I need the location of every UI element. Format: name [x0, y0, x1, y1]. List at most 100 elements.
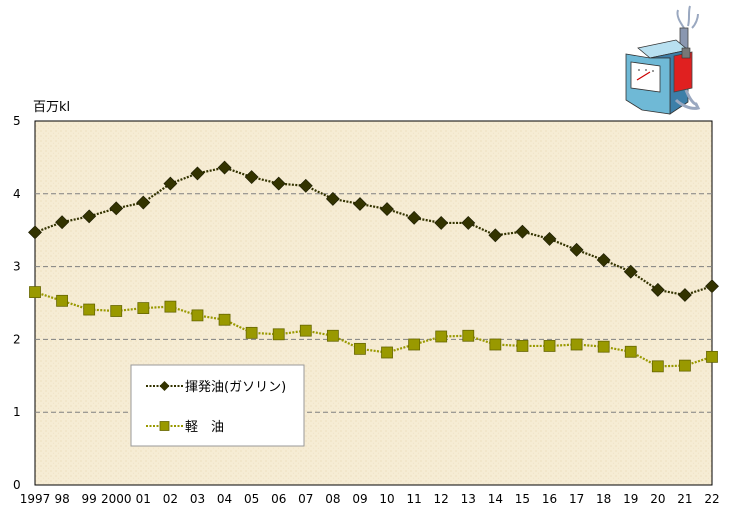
data-point [706, 350, 718, 363]
data-point [570, 338, 583, 351]
data-point [163, 176, 178, 191]
x-tick-label: 1997 [20, 492, 51, 506]
data-point [407, 210, 422, 225]
y-tick-label: 5 [13, 114, 21, 128]
data-point [488, 228, 503, 243]
data-point [677, 288, 692, 302]
data-point [325, 191, 340, 206]
x-tick-label: 06 [271, 492, 286, 506]
legend-gasoline-marker [159, 381, 170, 391]
data-point [83, 303, 96, 316]
data-point [137, 302, 150, 314]
y-axis-ticks: 0 1 2 3 4 5 [13, 114, 21, 492]
x-tick-label: 10 [379, 492, 394, 506]
legend-diesel-label: 軽 油 [185, 420, 224, 435]
data-point [489, 338, 502, 351]
data-point [651, 360, 664, 373]
x-tick-label: 08 [325, 492, 340, 506]
x-tick-label: 16 [542, 492, 557, 506]
x-tick-label: 2000 [101, 492, 132, 506]
data-point [271, 176, 286, 191]
data-point [543, 340, 556, 352]
data-point [650, 282, 665, 297]
y-axis-unit-label: 百万kl [33, 100, 70, 115]
data-point [408, 338, 421, 351]
x-tick-label: 21 [677, 492, 692, 506]
x-axis-ticks: 1997 98 99 2000 01 02 03 04 05 06 07 08 09 10 11 12 13 14… [20, 492, 720, 506]
fuel-pump-icon [625, 5, 701, 115]
data-point [679, 359, 691, 372]
data-point [597, 340, 610, 353]
x-tick-label: 11 [406, 492, 421, 506]
series-diesel [29, 286, 718, 373]
y-tick-label: 4 [13, 187, 21, 201]
data-point [109, 201, 124, 216]
data-point [542, 232, 557, 246]
data-point [516, 340, 529, 352]
data-point [326, 329, 339, 342]
x-tick-label: 12 [434, 492, 449, 506]
x-tick-label: 05 [244, 492, 259, 506]
data-point [272, 328, 285, 341]
data-point [110, 305, 123, 317]
legend-gasoline-label: 揮発油(ガソリン) [185, 380, 286, 395]
data-point [596, 253, 611, 267]
data-point [461, 215, 476, 230]
data-point [55, 215, 70, 230]
data-point [190, 166, 205, 181]
data-point [56, 294, 68, 307]
x-tick-label: 13 [461, 492, 476, 506]
data-point [623, 264, 638, 279]
data-point [462, 329, 475, 342]
legend-box [130, 364, 305, 447]
y-tick-label: 2 [13, 332, 21, 346]
series-gasoline [28, 160, 719, 302]
legend-item-gasoline: 揮発油(ガソリン) [146, 380, 286, 395]
data-point [298, 178, 313, 193]
data-point [569, 242, 584, 257]
y-tick-label: 3 [13, 260, 21, 274]
x-tick-label: 20 [650, 492, 665, 506]
x-tick-label: 03 [190, 492, 205, 506]
data-point [354, 342, 366, 355]
data-point [82, 209, 97, 224]
data-point [353, 197, 367, 211]
y-tick-label: 1 [13, 405, 21, 419]
x-tick-label: 17 [569, 492, 584, 506]
data-point [164, 300, 177, 313]
x-tick-label: 98 [54, 492, 69, 506]
x-tick-label: 07 [298, 492, 313, 506]
data-point [435, 330, 448, 343]
data-point [380, 202, 394, 217]
x-tick-label: 01 [136, 492, 151, 506]
x-tick-label: 15 [515, 492, 530, 506]
legend-diesel-marker [159, 421, 170, 431]
data-point [28, 225, 42, 240]
x-tick-label: 19 [623, 492, 638, 506]
y-tick-label: 0 [13, 478, 21, 492]
data-point [299, 324, 312, 337]
x-tick-label: 18 [596, 492, 611, 506]
data-point [29, 286, 41, 298]
x-tick-label: 02 [163, 492, 178, 506]
data-point [381, 346, 393, 359]
legend-item-diesel: 軽 油 [146, 420, 224, 435]
data-point [624, 345, 637, 358]
x-tick-label: 04 [217, 492, 232, 506]
x-tick-label: 99 [82, 492, 97, 506]
x-tick-label: 22 [704, 492, 719, 506]
data-point [245, 326, 258, 339]
x-tick-label: 09 [352, 492, 367, 506]
data-point [434, 215, 449, 230]
x-tick-label: 14 [488, 492, 503, 506]
data-point [515, 224, 530, 239]
data-point [136, 195, 151, 210]
data-point [244, 170, 259, 184]
legend: 揮発油(ガソリン) 軽 油 [130, 364, 305, 447]
data-point [217, 160, 232, 175]
data-point [191, 309, 204, 322]
data-point [218, 313, 231, 326]
series-layer [28, 160, 719, 373]
data-point [705, 279, 719, 294]
